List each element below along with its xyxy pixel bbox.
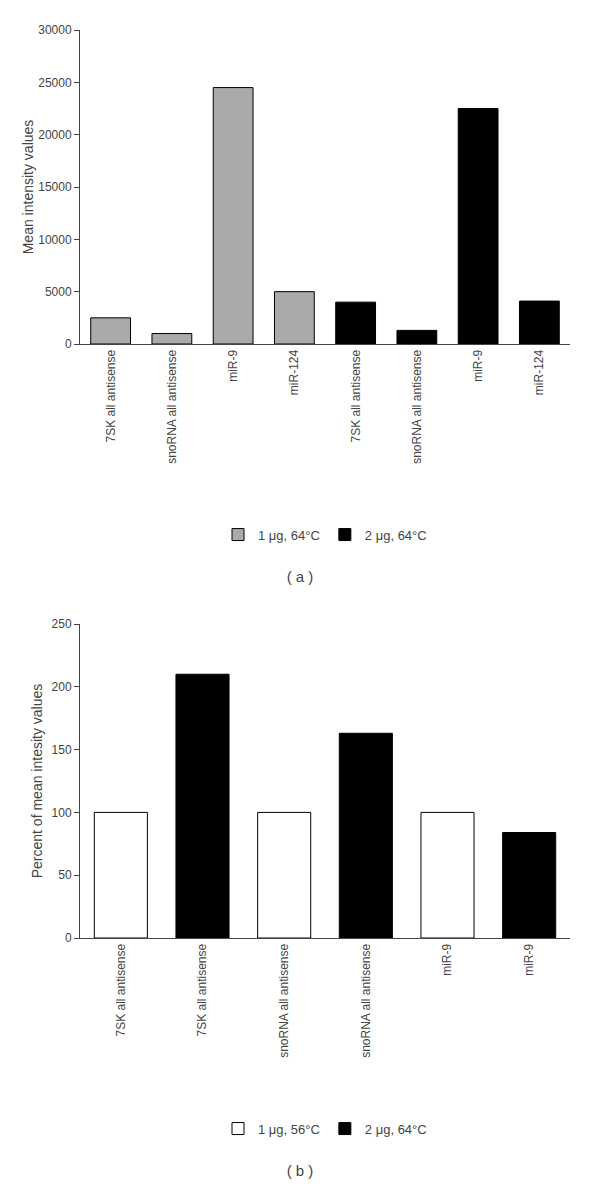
svg-text:150: 150 [52, 743, 72, 757]
svg-text:miR-124: miR-124 [287, 349, 301, 395]
svg-text:2 μg, 64°C: 2 μg, 64°C [365, 1122, 427, 1137]
svg-text:( b ): ( b ) [287, 1162, 314, 1179]
svg-text:miR-9: miR-9 [522, 943, 536, 975]
svg-text:snoRNA all antisense: snoRNA all antisense [277, 943, 291, 1057]
svg-text:50: 50 [58, 868, 72, 882]
svg-text:7SK all antisense: 7SK all antisense [195, 943, 209, 1036]
svg-text:snoRNA all antisense: snoRNA all antisense [410, 349, 424, 463]
svg-text:7SK all antisense: 7SK all antisense [349, 349, 363, 442]
svg-text:( a ): ( a ) [287, 568, 314, 585]
svg-text:0: 0 [65, 931, 72, 945]
svg-text:100: 100 [52, 806, 72, 820]
svg-text:miR-9: miR-9 [226, 349, 240, 381]
svg-text:10000: 10000 [38, 233, 72, 247]
svg-text:7SK all antisense: 7SK all antisense [104, 349, 118, 442]
svg-text:1 μg, 56°C: 1 μg, 56°C [258, 1122, 320, 1137]
svg-text:200: 200 [52, 680, 72, 694]
svg-text:1 μg, 64°C: 1 μg, 64°C [258, 528, 320, 543]
svg-text:snoRNA all antisense: snoRNA all antisense [165, 349, 179, 463]
svg-text:25000: 25000 [38, 76, 72, 90]
svg-text:snoRNA all antisense: snoRNA all antisense [359, 943, 373, 1057]
svg-text:20000: 20000 [38, 128, 72, 142]
svg-text:miR-124: miR-124 [532, 349, 546, 395]
svg-text:30000: 30000 [38, 23, 72, 37]
svg-text:15000: 15000 [38, 180, 72, 194]
svg-text:Mean intensity values: Mean intensity values [20, 120, 36, 255]
svg-text:7SK all antisense: 7SK all antisense [114, 943, 128, 1036]
svg-text:250: 250 [52, 617, 72, 631]
svg-text:miR-9: miR-9 [471, 349, 485, 381]
svg-text:0: 0 [65, 337, 72, 351]
svg-text:2 μg, 64°C: 2 μg, 64°C [365, 528, 427, 543]
svg-text:5000: 5000 [45, 285, 72, 299]
svg-text:miR-9: miR-9 [440, 943, 454, 975]
svg-text:Percent of mean intesity value: Percent of mean intesity values [29, 684, 45, 879]
